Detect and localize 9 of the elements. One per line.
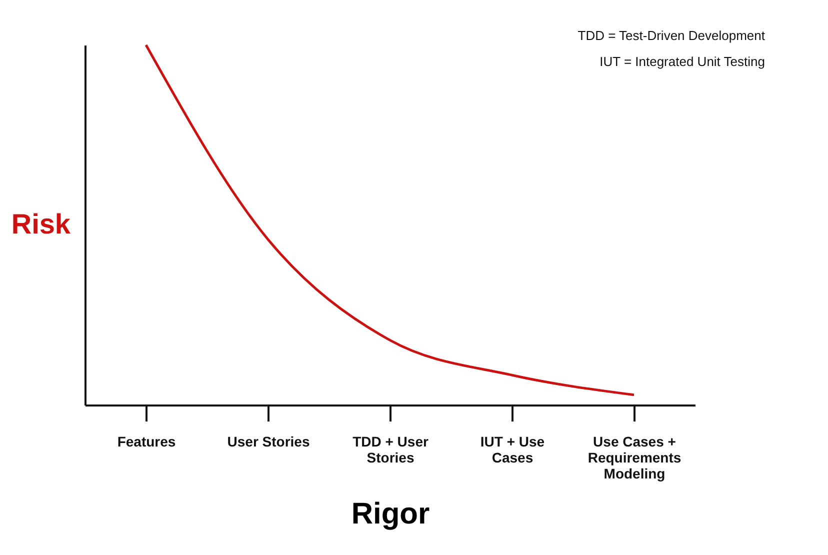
x-axis-title: Rigor xyxy=(351,498,430,530)
x-tick-label: TDD + User Stories xyxy=(352,434,429,466)
annotation: IUT = Integrated Unit Testing xyxy=(600,54,765,69)
x-tick-label: User Stories xyxy=(227,434,310,450)
x-tick-label: Use Cases + Requirements Modeling xyxy=(588,434,682,482)
y-axis-title: Risk xyxy=(11,208,71,240)
text: TDD = Test-Driven Development xyxy=(578,28,766,43)
x-tick-label: Features xyxy=(117,434,176,450)
x-tick-label: IUT + Use Cases xyxy=(480,434,545,466)
